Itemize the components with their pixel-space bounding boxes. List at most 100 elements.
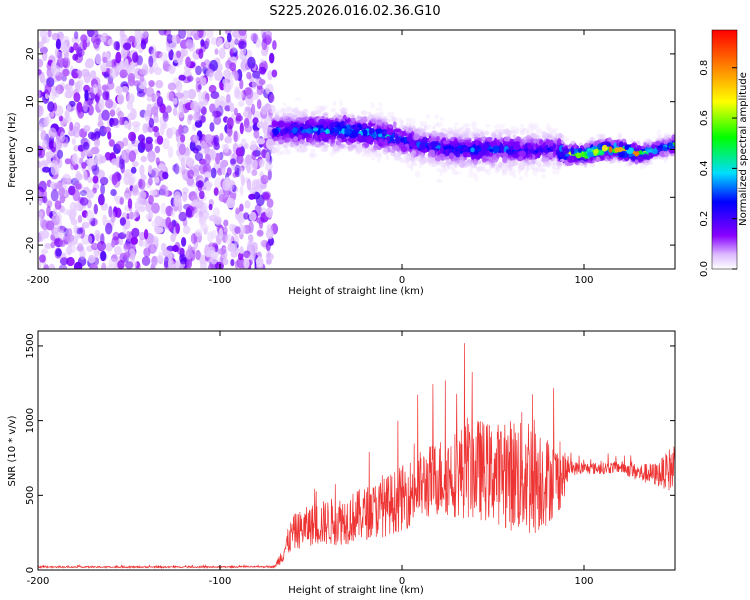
spectrogram-blob (71, 138, 76, 145)
spectrogram-blob (520, 124, 524, 129)
spectrogram-blob (445, 161, 453, 165)
spectrogram-blob (643, 158, 651, 166)
spectrogram-blob (294, 144, 302, 151)
spectrogram-blob (387, 124, 393, 129)
spectrogram-blob (190, 233, 198, 245)
spectrogram-blob (471, 120, 478, 128)
spectrogram-blob (508, 160, 516, 167)
spectrogram-blob (419, 152, 425, 160)
colorbar-ticks: 0.0 0.2 0.4 0.6 0.8 (699, 60, 737, 277)
spectrogram-blob (185, 249, 193, 260)
spectrogram-blob (271, 109, 279, 114)
spectrogram-blob (187, 88, 197, 100)
spectrogram-blob (147, 243, 157, 254)
spectrogram-blob (294, 97, 302, 101)
spectrogram-blob (292, 115, 296, 121)
spectrogram-blob (124, 192, 131, 201)
spectrogram-blob (166, 34, 174, 44)
spectrogram-blob (546, 161, 551, 168)
spectrogram-blob (438, 132, 445, 140)
spectrogram-blob (409, 118, 416, 126)
spectrogram-blob (501, 171, 507, 176)
spectrogram-blob (457, 127, 464, 131)
spectrogram-blob (105, 242, 113, 252)
spectrogram-blob (162, 138, 170, 150)
spectrogram-blob (379, 120, 383, 127)
spectrogram-blob (333, 145, 341, 150)
spectrogram-blob (484, 124, 491, 128)
spectrogram-blob (91, 165, 98, 172)
spectrogram-blob (668, 142, 673, 147)
spectrogram-blob (532, 126, 540, 130)
snr-x-label: Height of straight line (km) (288, 585, 424, 596)
spectrogram-blob (119, 217, 126, 226)
spectrogram-blob (237, 224, 246, 235)
spectrogram-blob (73, 92, 81, 103)
snr-frame (37, 330, 676, 571)
spectrogram-blob (362, 116, 370, 121)
spectrogram-blob (268, 93, 275, 103)
spectrogram-blob (269, 52, 275, 64)
spectrogram-blob (262, 192, 270, 201)
spectrogram-blob (405, 154, 414, 158)
y-tick-label: 1000 (25, 408, 36, 433)
spectrogram-blob (663, 132, 671, 137)
colorbar-tick-label: 0.4 (699, 160, 710, 176)
spectrogram-blob (504, 162, 511, 168)
spectrogram-blob (250, 158, 258, 171)
spectrogram-blob (265, 207, 274, 218)
spectrogram-blob (62, 208, 70, 215)
spectrogram-blob (541, 130, 547, 138)
spectrogram-blob (192, 134, 199, 142)
spectrogram-blob (360, 136, 368, 143)
spectrogram-blob (105, 98, 114, 109)
spectrogram-blob (77, 144, 85, 152)
spectrogram-blob (40, 130, 47, 141)
spectrogram-blob (267, 168, 272, 181)
spectrogram-blob (663, 156, 668, 164)
spectrogram-blob (481, 161, 489, 166)
spectrogram-blob (130, 253, 136, 263)
spectrogram-blob (411, 159, 416, 166)
spectrogram-blob (83, 84, 91, 93)
spectrogram-blob (115, 85, 123, 95)
spectrogram-blob (541, 158, 548, 162)
spectrogram-blob (310, 110, 316, 118)
spectrogram-blob (281, 149, 290, 155)
spectrogram-blob (466, 160, 474, 166)
spectrogram-blob (154, 227, 164, 234)
spectrogram-blob (275, 150, 283, 156)
spectrogram-blob (258, 66, 267, 75)
spectrogram-blob (148, 118, 155, 128)
spectrogram-blob (223, 143, 230, 153)
spectrogram-blob (663, 135, 670, 141)
spectrogram-blob (380, 116, 388, 121)
spectrogram-blob (217, 248, 226, 255)
spectrogram-blob (256, 121, 265, 129)
spectrogram-blob (309, 152, 315, 157)
spectrogram-blob (347, 144, 354, 152)
spectrogram-blob (434, 114, 439, 119)
spectrogram-blob (428, 157, 434, 164)
spectrogram-blob (452, 144, 458, 148)
spectrogram-blob (472, 131, 479, 137)
spectrogram-blob (360, 119, 364, 124)
spectrogram-blob (407, 152, 414, 157)
spectrogram-blob (480, 130, 485, 135)
spectrogram-blob (309, 153, 315, 159)
spectrogram-blob (227, 117, 234, 130)
spectrogram-blob (73, 42, 79, 51)
spectrogram-blob (94, 30, 99, 38)
spectrogram-blob (462, 131, 469, 136)
spectrogram-blob (92, 83, 98, 95)
spectrogram-blob (360, 110, 368, 116)
spectrogram-blob (207, 231, 214, 243)
spectrogram-blob (546, 157, 550, 163)
spectrogram-blob (63, 117, 69, 125)
spectrogram-blob (526, 130, 530, 138)
spectrogram-blob (299, 111, 307, 118)
spectrogram-blob (236, 257, 246, 269)
spectrogram-blob (332, 146, 340, 152)
spectrogram-blob (203, 227, 208, 235)
spectrogram-blob (250, 32, 259, 43)
